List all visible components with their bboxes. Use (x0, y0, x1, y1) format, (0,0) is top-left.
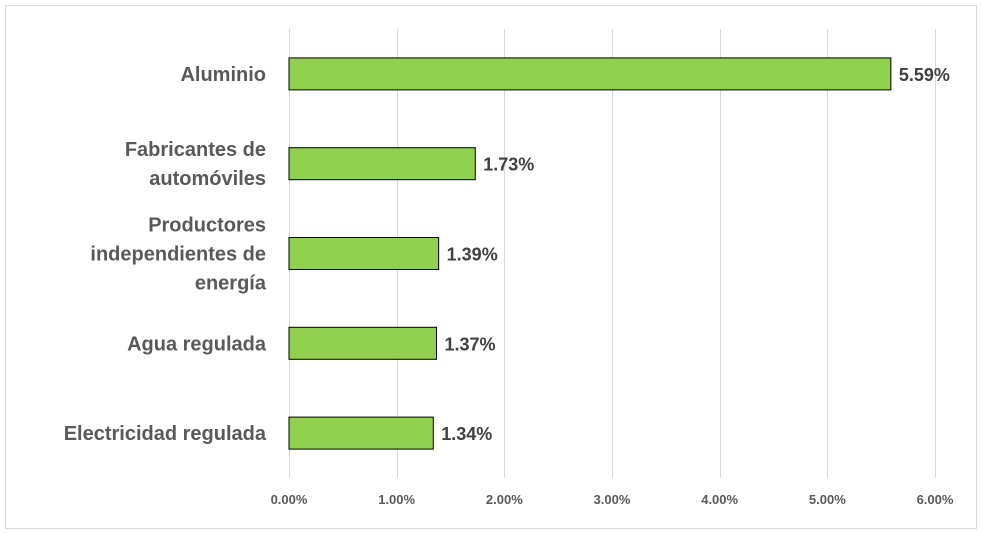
category-label-line: Agua regulada (127, 333, 267, 355)
x-tick-label: 0.00% (271, 492, 308, 507)
value-labels: 5.59% 1.73% 1.39% 1.37% 1.34% (441, 65, 950, 444)
gridlines (289, 29, 936, 478)
bar (288, 416, 434, 450)
category-label-line: energía (195, 273, 267, 295)
bar (288, 326, 438, 360)
x-tick-label: 6.00% (917, 492, 954, 507)
bar (288, 237, 440, 270)
x-tick-label: 5.00% (809, 492, 846, 507)
x-axis-tick-labels: 0.00% 1.00% 2.00% 3.00% 4.00% 5.00% 6.00% (271, 492, 954, 507)
category-label: Aluminio (180, 64, 266, 86)
x-tick-label: 1.00% (378, 492, 415, 507)
value-label: 1.37% (445, 334, 496, 354)
category-label-line: Fabricantes de (125, 139, 266, 161)
bar (288, 147, 476, 181)
category-label: Productores independientes de energía (90, 215, 266, 295)
category-label: Agua regulada (127, 333, 267, 355)
value-label: 5.59% (899, 65, 950, 85)
value-label: 1.73% (483, 155, 534, 175)
x-tick-label: 4.00% (701, 492, 738, 507)
bar-chart: 5.59% 1.73% 1.39% 1.37% 1.34% Aluminio Fabric… (64, 29, 954, 507)
x-tick-label: 2.00% (486, 492, 523, 507)
value-label: 1.39% (447, 245, 498, 265)
category-label-line: Electricidad regulada (64, 423, 267, 445)
category-labels: Aluminio Fabricantes de automóviles Product… (64, 64, 267, 445)
category-label: Fabricantes de automóviles (125, 139, 266, 190)
chart-frame: 5.59% 1.73% 1.39% 1.37% 1.34% Aluminio Fabric… (5, 5, 977, 529)
category-label-line: Productores (148, 215, 266, 237)
category-label-line: automóviles (149, 168, 266, 190)
bar (288, 57, 892, 91)
category-label-line: independientes de (90, 244, 266, 266)
value-label: 1.34% (441, 424, 492, 444)
category-label: Electricidad regulada (64, 423, 267, 445)
bars (288, 57, 892, 450)
x-tick-label: 3.00% (594, 492, 631, 507)
category-label-line: Aluminio (180, 64, 266, 86)
